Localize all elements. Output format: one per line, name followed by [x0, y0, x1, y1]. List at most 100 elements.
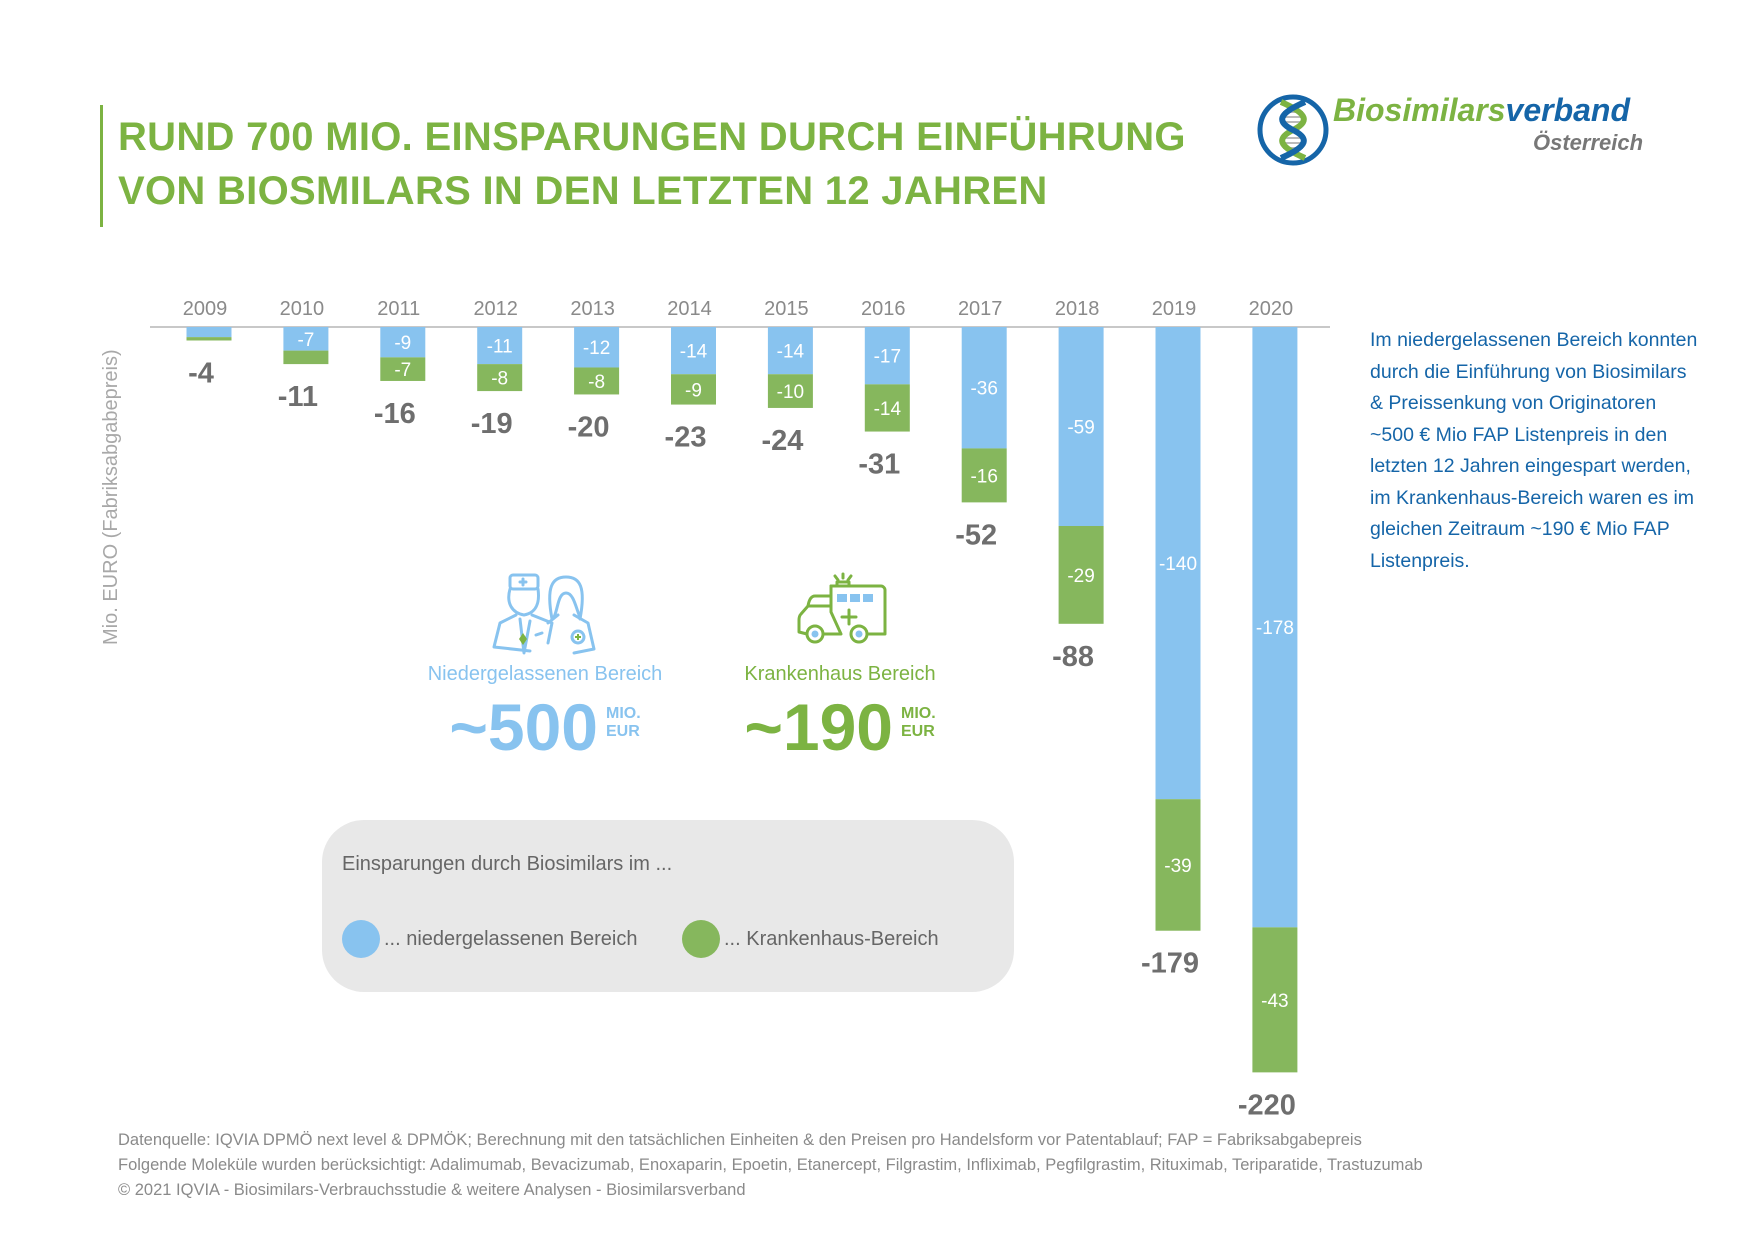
stat-value: ~190 MIO. EUR — [744, 690, 936, 764]
legend-item-niedergelassen: ... niedergelassenen Bereich — [342, 920, 638, 958]
bar-segment-krankenhaus — [574, 367, 620, 395]
stat-label: Niedergelassenen Bereich — [427, 663, 663, 685]
bar-data-label: -11 — [487, 337, 513, 358]
bar-data-label: -10 — [777, 382, 804, 403]
legend-label: ... Krankenhaus-Bereich — [724, 927, 939, 950]
bar-data-label: -140 — [1159, 554, 1197, 575]
bar-data-label: -16 — [970, 466, 997, 487]
x-tick-label: 2012 — [473, 298, 518, 320]
bar-segment-niedergelassen — [186, 327, 232, 338]
stat-value: ~500 MIO. EUR — [449, 690, 641, 764]
bar-data-label: -14 — [777, 342, 805, 363]
legend: Einsparungen durch Biosimilars im ... ..… — [322, 820, 1014, 992]
bar-data-label: -39 — [1164, 856, 1191, 877]
bar-segment-niedergelassen — [574, 327, 620, 368]
bar-segment-krankenhaus — [671, 374, 716, 405]
bar-data-label: -12 — [583, 338, 610, 359]
bar-total-label: -179 — [1141, 948, 1199, 980]
bar-data-label: -14 — [680, 342, 708, 363]
legend-swatch — [682, 920, 720, 958]
footer-copyright: © 2021 IQVIA - Biosimilars-Verbrauchsstu… — [118, 1181, 746, 1199]
x-tick-label: 2017 — [958, 298, 1003, 320]
bar-data-label: -14 — [874, 399, 902, 420]
bar-data-label: -9 — [685, 380, 702, 401]
legend-title: Einsparungen durch Biosimilars im ... — [342, 853, 673, 875]
bar-segment-krankenhaus — [1252, 927, 1298, 1073]
footer-source: Datenquelle: IQVIA DPMÖ next level & DPM… — [118, 1131, 1362, 1149]
dna-helix-icon — [1257, 94, 1329, 166]
bar-data-label: -7 — [297, 330, 314, 351]
x-tick-label: 2015 — [764, 298, 809, 320]
bar-segment-niedergelassen — [961, 327, 1007, 449]
bar-segment-niedergelassen — [1252, 327, 1298, 928]
stat-unit: MIO. EUR — [606, 705, 641, 740]
bar-segment-krankenhaus — [380, 357, 426, 381]
x-tick-label: 2009 — [183, 298, 228, 320]
bar-data-label: -29 — [1067, 566, 1094, 587]
stat-niedergelassen: Niedergelassenen Bereich ~500 MIO. EUR — [410, 663, 680, 762]
page-title: RUND 700 MIO. EINSPARUNGEN DURCH EINFÜHR… — [118, 110, 1186, 218]
bar-total-label: -11 — [278, 381, 318, 413]
bar-total-label: -16 — [374, 398, 416, 430]
bar-segment-niedergelassen — [767, 327, 813, 375]
x-tick-label: 2011 — [377, 298, 420, 320]
x-tick-label: 2016 — [861, 298, 906, 320]
x-tick-label: 2010 — [280, 298, 325, 320]
bar-segment-niedergelassen — [477, 327, 523, 365]
bar-total-label: -88 — [1052, 641, 1094, 673]
bar-total-label: -24 — [761, 425, 803, 457]
x-tick-label: 2019 — [1152, 298, 1197, 320]
logo-name: Biosimilarsverband — [1333, 92, 1630, 128]
doctors-icon — [492, 573, 602, 660]
bar-data-label: -36 — [970, 379, 997, 400]
bar-segment-krankenhaus — [477, 364, 523, 392]
bar-data-label: -43 — [1261, 991, 1288, 1012]
bar-segment-niedergelassen — [380, 327, 426, 358]
bar-segment-krankenhaus — [186, 337, 232, 341]
stat-label: Krankenhaus Bereich — [744, 663, 936, 685]
bar-segment-niedergelassen — [1155, 327, 1201, 800]
bar-total-label: -20 — [568, 411, 610, 443]
logo-subtitle: Österreich — [1533, 130, 1644, 155]
bar-segment-niedergelassen — [283, 327, 329, 351]
bar-total-label: -220 — [1238, 1089, 1296, 1121]
x-tick-label: 2020 — [1249, 298, 1294, 320]
ambulance-icon — [797, 572, 887, 655]
title-line-2: VON BIOSMILARS IN DEN LETZTEN 12 JAHREN — [118, 169, 1048, 213]
bar-data-label: -178 — [1256, 618, 1294, 639]
bar-segment-krankenhaus — [864, 384, 910, 432]
footer: Datenquelle: IQVIA DPMÖ next level & DPM… — [118, 1128, 1423, 1203]
bar-segment-krankenhaus — [1058, 525, 1104, 624]
legend-item-krankenhaus: ... Krankenhaus-Bereich — [682, 920, 939, 958]
bar-total-label: -19 — [471, 408, 513, 440]
bar-segment-krankenhaus — [1155, 799, 1201, 931]
bar-data-label: -8 — [588, 372, 605, 393]
bar-total-label: -31 — [858, 449, 900, 481]
bar-data-label: -7 — [394, 360, 411, 381]
bar-segment-krankenhaus — [961, 448, 1007, 503]
bar-segment-krankenhaus — [283, 350, 329, 365]
stat-krankenhaus: Krankenhaus Bereich ~190 MIO. EUR — [705, 663, 975, 762]
legend-label: ... niedergelassenen Bereich — [384, 927, 638, 950]
bar-segment-niedergelassen — [864, 327, 910, 385]
bar-total-label: -4 — [188, 357, 214, 389]
bar-data-label: -9 — [394, 333, 411, 354]
title-line-1: RUND 700 MIO. EINSPARUNGEN DURCH EINFÜHR… — [118, 115, 1186, 159]
stat-unit: MIO. EUR — [901, 705, 936, 740]
title-accent-bar — [100, 105, 103, 227]
legend-swatch — [342, 920, 380, 958]
bar-data-label: -8 — [491, 369, 508, 390]
x-tick-label: 2013 — [570, 298, 615, 320]
bar-segment-krankenhaus — [767, 374, 813, 408]
x-tick-label: 2014 — [667, 298, 712, 320]
bar-segment-niedergelassen — [1058, 327, 1104, 526]
bar-data-label: -59 — [1067, 417, 1094, 438]
footer-molecules: Folgende Moleküle wurden berücksichtigt:… — [118, 1156, 1423, 1174]
side-description: Im niedergelassenen Bereich konnten durc… — [1370, 329, 1698, 572]
bar-total-label: -23 — [665, 422, 707, 454]
logo: Biosimilarsverband Österreich — [1255, 90, 1675, 170]
bar-segment-niedergelassen — [671, 327, 716, 375]
bar-data-label: -17 — [874, 347, 901, 368]
x-tick-label: 2018 — [1055, 298, 1100, 320]
